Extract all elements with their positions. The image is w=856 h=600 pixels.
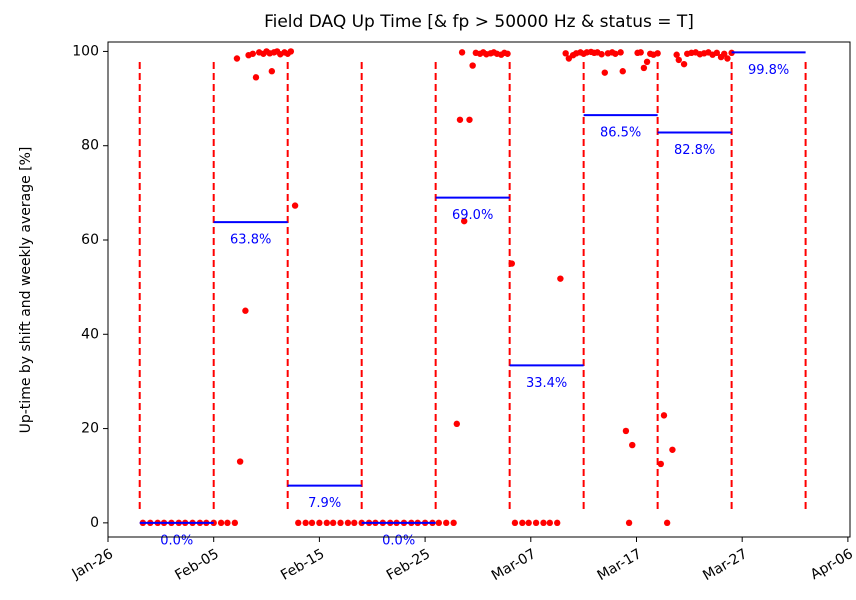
y-tick-label: 20 — [81, 421, 99, 437]
shift-point — [625, 519, 633, 527]
shift-point — [358, 519, 365, 527]
x-tick-label: Mar-07 — [489, 546, 539, 584]
shift-point — [469, 62, 476, 69]
shift-point — [231, 519, 239, 527]
shift-point — [456, 116, 464, 123]
shift-point — [675, 56, 682, 64]
shift-point — [629, 441, 636, 449]
x-tick-label: Feb-05 — [172, 546, 221, 584]
y-tick-label: 80 — [81, 138, 99, 154]
x-tick-label: Mar-27 — [700, 546, 750, 584]
x-tick-label: Feb-15 — [278, 546, 327, 584]
shift-point — [461, 217, 468, 225]
shift-point — [654, 50, 661, 57]
shift-point — [224, 519, 231, 527]
shift-point — [619, 68, 626, 75]
shift-point — [249, 50, 257, 57]
weekly-average-label: 33.4% — [526, 376, 567, 391]
shift-point — [637, 49, 644, 56]
shift-point — [713, 49, 721, 57]
shift-point — [640, 64, 648, 72]
shift-point — [643, 58, 651, 65]
y-tick-label: 100 — [72, 43, 99, 59]
weekly-average-label: 0.0% — [160, 533, 193, 548]
shift-point — [351, 519, 358, 527]
shift-point — [657, 460, 665, 468]
shift-point — [546, 519, 554, 527]
weekly-average-label: 99.8% — [748, 63, 789, 78]
shift-point — [443, 519, 450, 527]
shift-point — [680, 60, 688, 68]
shift-point — [217, 519, 225, 527]
shift-point — [337, 519, 344, 527]
shift-point — [466, 116, 473, 123]
shift-point — [617, 49, 624, 56]
shift-point — [302, 519, 309, 527]
y-tick-label: 60 — [81, 232, 99, 248]
shift-point — [323, 519, 330, 527]
shift-point — [669, 446, 676, 453]
weekly-average-label: 63.8% — [230, 233, 271, 248]
y-axis-label: Up-time by shift and weekly average [%] — [18, 147, 34, 434]
shift-point — [557, 275, 564, 282]
shift-point — [612, 50, 619, 57]
shift-point — [453, 420, 461, 428]
shift-point — [540, 519, 547, 527]
shift-point — [268, 68, 276, 75]
shift-point — [724, 55, 731, 62]
shift-point — [504, 50, 511, 57]
shift-point — [663, 519, 671, 527]
y-tick-label: 0 — [90, 515, 99, 531]
shift-point — [344, 519, 352, 527]
shift-point — [435, 519, 443, 527]
shift-point — [308, 519, 316, 527]
shift-point — [721, 50, 728, 57]
weekly-average-label: 69.0% — [452, 208, 493, 223]
shift-point — [532, 519, 540, 527]
weekly-average-label: 0.0% — [382, 533, 415, 548]
weekly-average-label: 82.8% — [674, 143, 715, 158]
shift-point — [329, 519, 337, 527]
shift-point — [519, 519, 526, 527]
shift-point — [601, 69, 608, 76]
shift-point — [622, 427, 630, 435]
shift-point — [291, 202, 299, 209]
x-tick-label: Feb-25 — [384, 546, 433, 584]
y-tick-label: 40 — [81, 326, 99, 342]
shift-point — [233, 55, 241, 62]
shift-point — [316, 519, 323, 527]
shift-point — [525, 519, 532, 527]
shift-point — [673, 51, 680, 58]
shift-point — [236, 458, 244, 465]
shift-point — [511, 519, 519, 527]
shift-point — [598, 51, 605, 58]
shift-point — [562, 50, 569, 57]
shift-point — [287, 48, 295, 55]
shift-point — [242, 307, 249, 314]
x-tick-label: Mar-17 — [595, 546, 645, 584]
weekly-average-label: 7.9% — [308, 496, 341, 511]
plot-frame — [107, 41, 851, 538]
shift-point — [450, 519, 457, 527]
weekly-average-label: 86.5% — [600, 126, 641, 141]
shift-point — [252, 74, 260, 81]
shift-point — [660, 412, 668, 419]
x-tick-label: Jan-26 — [69, 546, 116, 583]
shift-point — [458, 49, 466, 56]
chart-title: Field DAQ Up Time [& fp > 50000 Hz & sta… — [264, 12, 694, 32]
x-tick-label: Apr-06 — [808, 546, 856, 583]
shift-point — [554, 519, 561, 527]
shift-point — [295, 519, 302, 527]
